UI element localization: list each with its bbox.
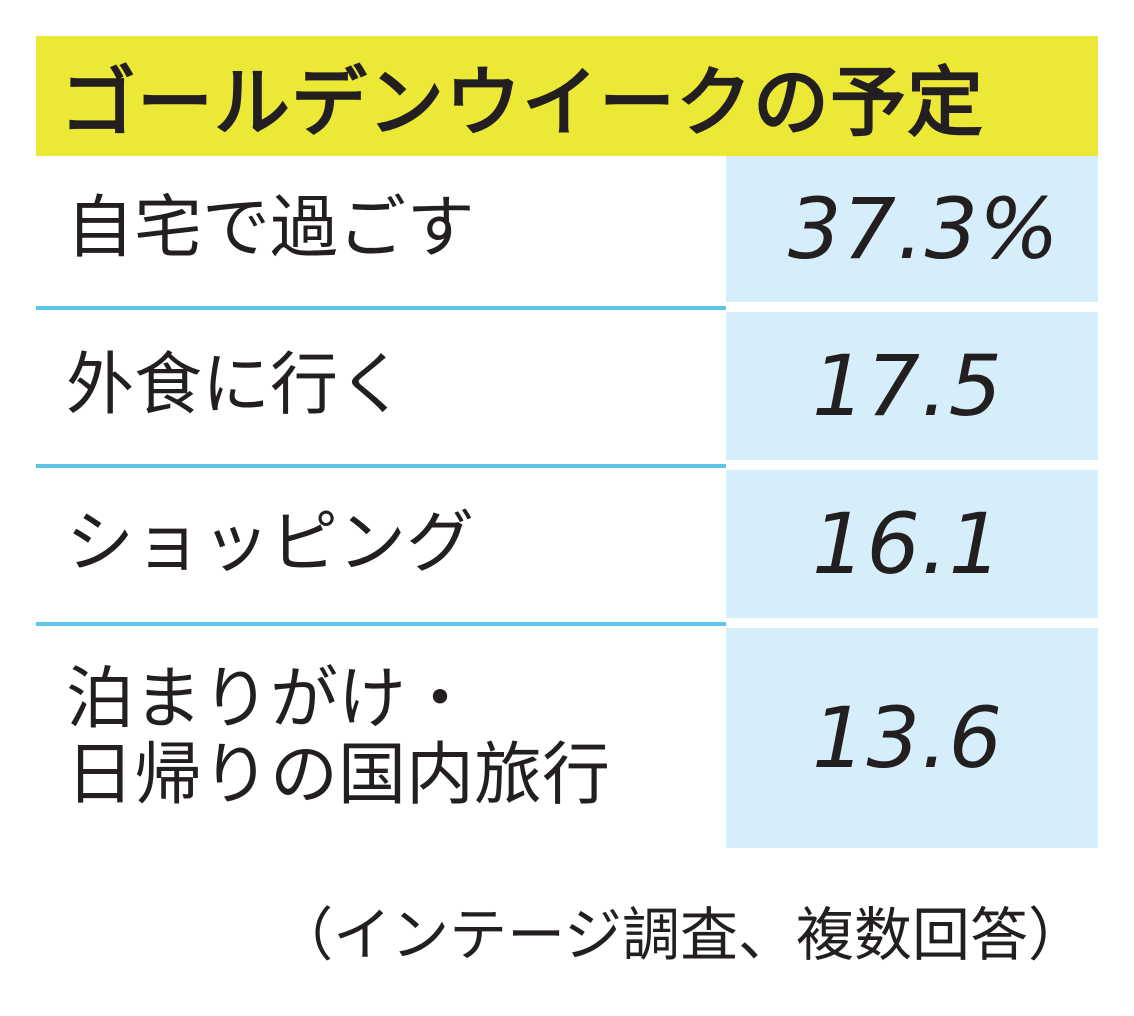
table-row: 泊まりがけ・ 日帰りの国内旅行 13.6 (36, 628, 1098, 848)
row-label: ショッピング (66, 503, 475, 583)
value-cell: 37.3% (726, 156, 1098, 302)
source-note: （インテージ調査、複数回答） (275, 901, 1086, 969)
value-cell: 16.1 (726, 470, 1098, 618)
row-label: 外食に行く (66, 345, 407, 425)
row-value: 16.1 (812, 495, 1004, 593)
row-label: 泊まりがけ・ 日帰りの国内旅行 (66, 659, 611, 815)
chart-title: ゴールデンウイークの予定 (36, 36, 1098, 156)
value-cell: 17.5 (726, 312, 1098, 460)
row-divider (36, 306, 726, 310)
row-label: 自宅で過ごす (66, 188, 475, 268)
row-value: 37.3% (788, 180, 1060, 278)
row-divider (36, 622, 726, 626)
row-value: 17.5 (812, 337, 1004, 435)
value-cell: 13.6 (726, 628, 1098, 848)
row-divider (36, 464, 726, 468)
table-row: ショッピング 16.1 (36, 470, 1098, 618)
row-value: 13.6 (812, 689, 1004, 787)
table-row: 外食に行く 17.5 (36, 312, 1098, 460)
table-row: 自宅で過ごす 37.3% (36, 156, 1098, 302)
